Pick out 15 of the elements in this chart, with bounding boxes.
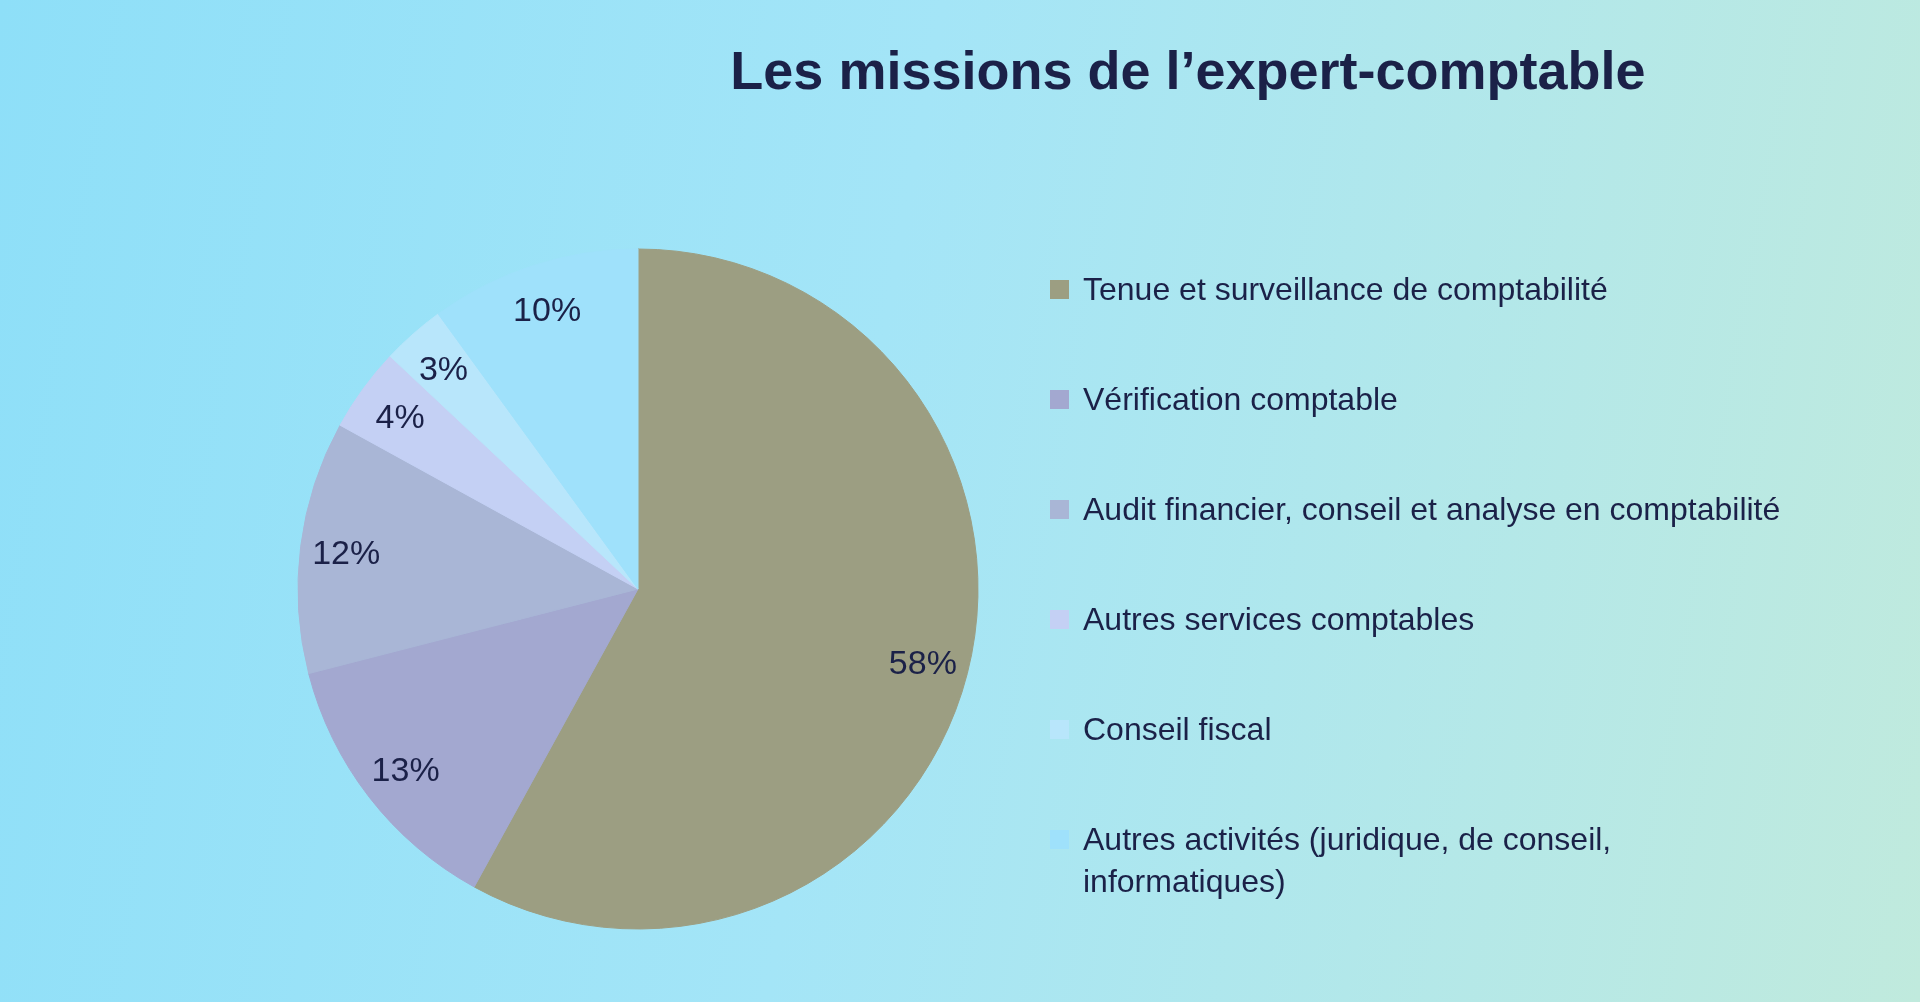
pie-slice <box>308 588 639 888</box>
legend-label: Autres activités (juridique, de conseil, informatiques) <box>1083 821 1612 899</box>
data-label: 3% <box>418 349 469 388</box>
pie-slice <box>473 248 978 930</box>
data-label: 13% <box>371 750 440 789</box>
data-label: 58% <box>888 643 957 682</box>
legend-label: Conseil fiscal <box>1083 711 1272 747</box>
legend-label: Audit financier, conseil et analyse en comptabilité <box>1083 491 1781 527</box>
data-label: 12% <box>312 533 381 572</box>
data-label: 10% <box>513 290 582 329</box>
legend-label: Autres services comptables <box>1083 601 1475 637</box>
legend-label: Tenue et surveillance de comptabilité <box>1083 271 1608 307</box>
data-label: 4% <box>375 397 425 436</box>
chart-title: Les missions de l’expert-comptable <box>730 39 1646 102</box>
legend-label: Vérification comptable <box>1083 381 1398 417</box>
